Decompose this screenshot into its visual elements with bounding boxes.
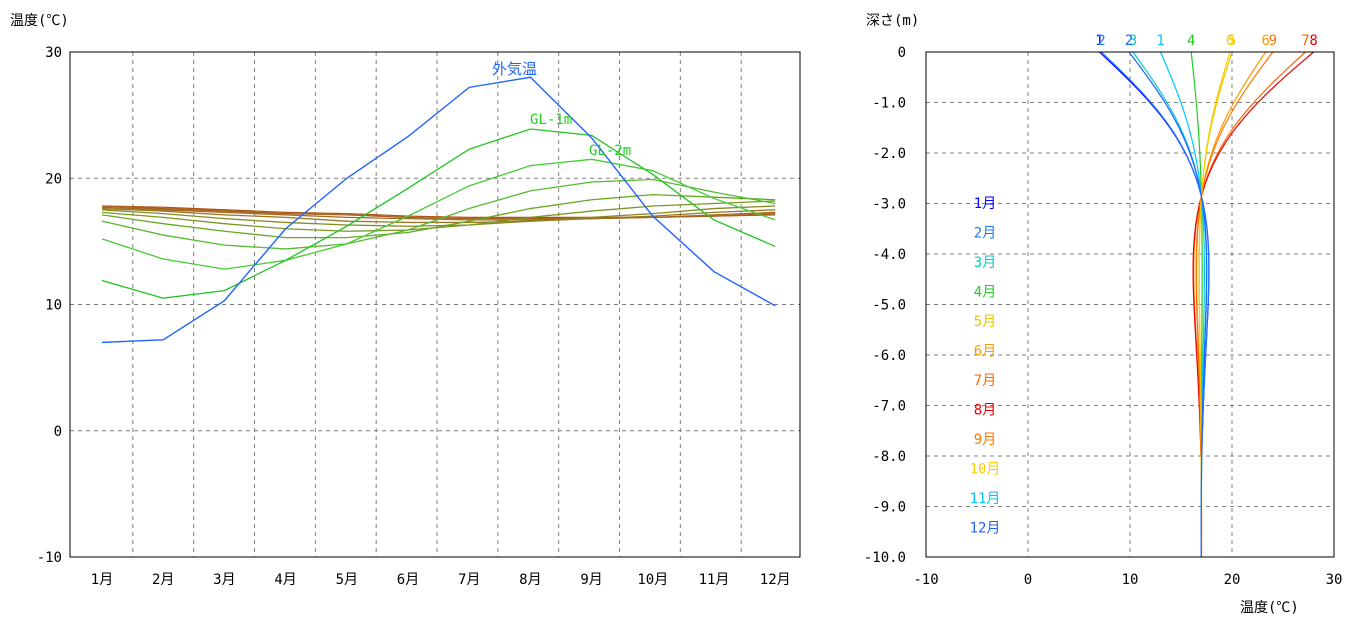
left-y-tick-label: 20 <box>45 171 62 187</box>
left-y-tick-label: 0 <box>54 424 62 440</box>
legend-month-5: 5月 <box>974 314 996 330</box>
left-series-line <box>101 76 776 344</box>
right-y-tick-label: -10.0 <box>864 550 906 566</box>
right-xlabel: 温度(℃) <box>1240 600 1299 616</box>
depth-profile-line <box>1128 51 1208 558</box>
left-x-tick-label: 10月 <box>637 572 668 588</box>
right-y-tick-label: -2.0 <box>872 146 906 162</box>
right-y-tick-label: -4.0 <box>872 247 906 263</box>
left-series-line <box>101 205 776 227</box>
left-series-group <box>101 76 776 344</box>
surface-month-label: 3 <box>1129 33 1137 49</box>
surface-month-label: 5 <box>1228 33 1236 49</box>
surface-month-label: 1 <box>1095 33 1103 49</box>
right-y-tick-label: 0 <box>898 45 906 61</box>
depth-profile-line <box>1098 51 1210 431</box>
left-y-tick-label: -10 <box>37 550 62 566</box>
left-series-line <box>101 194 776 239</box>
left-x-tick-label: 2月 <box>152 572 174 588</box>
left-y-tick-label: 10 <box>45 298 62 314</box>
left-x-tick-label: 8月 <box>519 572 541 588</box>
surface-month-label: 1 <box>1156 33 1164 49</box>
legend-month-12: 12月 <box>970 521 1001 537</box>
left-x-tick-label: 11月 <box>699 572 730 588</box>
month-legend: 1月 2月 3月 4月 5月 6月 7月 8月 9月 10月 11月 12月 <box>970 196 1001 537</box>
right-ylabel: 深さ(m) <box>866 13 919 29</box>
right-x-tick-label: 0 <box>1024 572 1032 588</box>
left-series-line <box>101 207 776 224</box>
legend-month-8: 8月 <box>974 403 996 419</box>
left-x-tick-label: 1月 <box>91 572 113 588</box>
right-x-ticks: -10 0 10 20 30 <box>913 572 1342 588</box>
right-y-tick-label: -6.0 <box>872 348 906 364</box>
right-y-tick-label: -1.0 <box>872 96 906 112</box>
right-x-tick-label: 10 <box>1122 572 1139 588</box>
right-y-tick-label: -5.0 <box>872 298 906 314</box>
left-x-ticks: 1月 2月 3月 4月 5月 6月 7月 8月 9月 10月 11月 12月 <box>91 572 791 588</box>
left-y-ticks: 30 20 10 0 -10 <box>37 45 62 566</box>
left-plot-frame <box>69 51 801 558</box>
legend-month-1: 1月 <box>974 196 996 212</box>
left-gridlines <box>70 52 800 557</box>
right-y-tick-label: -3.0 <box>872 197 906 213</box>
depth-profile-line <box>1101 51 1210 457</box>
depth-profile-line <box>1132 51 1208 482</box>
surface-month-label: 6 <box>1261 33 1269 49</box>
right-y-ticks: 0 -1.0 -2.0 -3.0 -4.0 -5.0 -6.0 -7.0 -8.0 -9.0 -10… <box>864 45 906 566</box>
right-x-tick-label: 30 <box>1326 572 1343 588</box>
left-x-tick-label: 9月 <box>580 572 602 588</box>
surface-month-label: 9 <box>1269 33 1277 49</box>
surface-month-label: 2 <box>1125 33 1133 49</box>
legend-month-7: 7月 <box>974 373 996 389</box>
legend-month-4: 4月 <box>974 285 996 301</box>
gl-2m-label: GL-2m <box>589 143 631 159</box>
surface-month-label: 2 <box>1097 33 1105 49</box>
legend-month-9: 9月 <box>974 432 996 448</box>
depth-profile-line <box>1195 51 1274 482</box>
legend-month-6: 6月 <box>974 344 996 360</box>
depth-profile-line <box>1193 51 1306 431</box>
left-series-line <box>101 158 776 270</box>
gl-1m-label: GL-1m <box>530 112 572 128</box>
left-series-line <box>101 128 776 299</box>
legend-month-3: 3月 <box>974 255 996 271</box>
monthly-temperature-chart: 温度(℃) 30 20 10 0 -10 1月 2月 3月 4月 5月 6月 7月 8月 9月 10月 11… <box>10 13 801 588</box>
depth-profile-line <box>1198 51 1231 507</box>
left-y-tick-label: 30 <box>45 45 62 61</box>
surface-month-label: 4 <box>1187 33 1195 49</box>
legend-month-10: 10月 <box>970 462 1001 478</box>
left-ylabel: 温度(℃) <box>10 13 69 29</box>
left-x-tick-label: 4月 <box>274 572 296 588</box>
right-x-tick-label: 20 <box>1224 572 1241 588</box>
left-x-tick-label: 5月 <box>336 572 358 588</box>
left-x-tick-label: 12月 <box>760 572 791 588</box>
depth-profile-line <box>1192 51 1314 457</box>
left-series-labels: 外気温 GL-1m GL-2m <box>492 60 631 159</box>
right-series-group <box>1098 51 1314 558</box>
left-x-tick-label: 7月 <box>458 572 480 588</box>
outdoor-temp-label: 外気温 <box>492 60 537 78</box>
right-gridlines <box>926 52 1334 557</box>
legend-month-11: 11月 <box>970 491 1001 507</box>
depth-profile-chart: 深さ(m) 0 -1.0 -2.0 -3.0 -4.0 -5.0 -6.0 -7.0 -8.0 -… <box>864 13 1343 616</box>
right-x-tick-label: -10 <box>913 572 938 588</box>
right-y-tick-label: -8.0 <box>872 449 906 465</box>
right-y-tick-label: -9.0 <box>872 500 906 516</box>
surface-month-label: 7 <box>1301 33 1309 49</box>
right-plot-frame <box>925 51 1335 558</box>
surface-month-label: 0 <box>1226 33 1234 49</box>
legend-month-2: 2月 <box>974 226 996 242</box>
right-y-tick-label: -7.0 <box>872 399 906 415</box>
left-x-tick-label: 6月 <box>397 572 419 588</box>
surface-month-label: 8 <box>1309 33 1317 49</box>
left-x-tick-label: 3月 <box>213 572 235 588</box>
